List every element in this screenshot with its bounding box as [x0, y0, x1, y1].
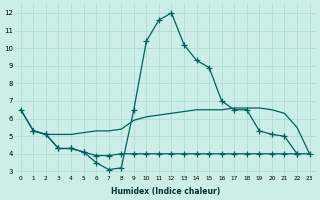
X-axis label: Humidex (Indice chaleur): Humidex (Indice chaleur) — [111, 187, 220, 196]
